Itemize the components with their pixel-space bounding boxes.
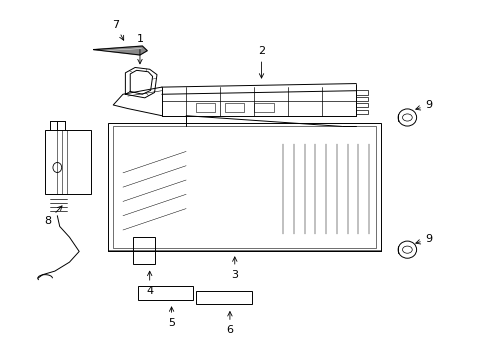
Text: 9: 9 [415, 234, 432, 244]
Text: 4: 4 [146, 271, 153, 296]
Text: 7: 7 [112, 19, 123, 40]
Bar [356, 110, 368, 114]
Bar [108, 123, 380, 251]
Bar [224, 103, 244, 112]
Bar [45, 130, 91, 194]
Bar [254, 103, 273, 112]
Text: 9: 9 [415, 100, 432, 110]
Bar [196, 291, 251, 304]
Text: 2: 2 [258, 46, 264, 78]
Text: 1: 1 [136, 34, 143, 64]
Bar [137, 286, 193, 300]
Text: 8: 8 [44, 206, 62, 226]
Bar [196, 103, 215, 112]
Text: 3: 3 [231, 257, 238, 280]
Bar [132, 237, 154, 264]
Bar [113, 126, 375, 248]
Text: 5: 5 [168, 307, 175, 328]
Bar [356, 90, 368, 95]
Bar [356, 97, 368, 101]
Text: 6: 6 [226, 312, 233, 335]
Polygon shape [94, 46, 147, 55]
Bar [356, 103, 368, 108]
